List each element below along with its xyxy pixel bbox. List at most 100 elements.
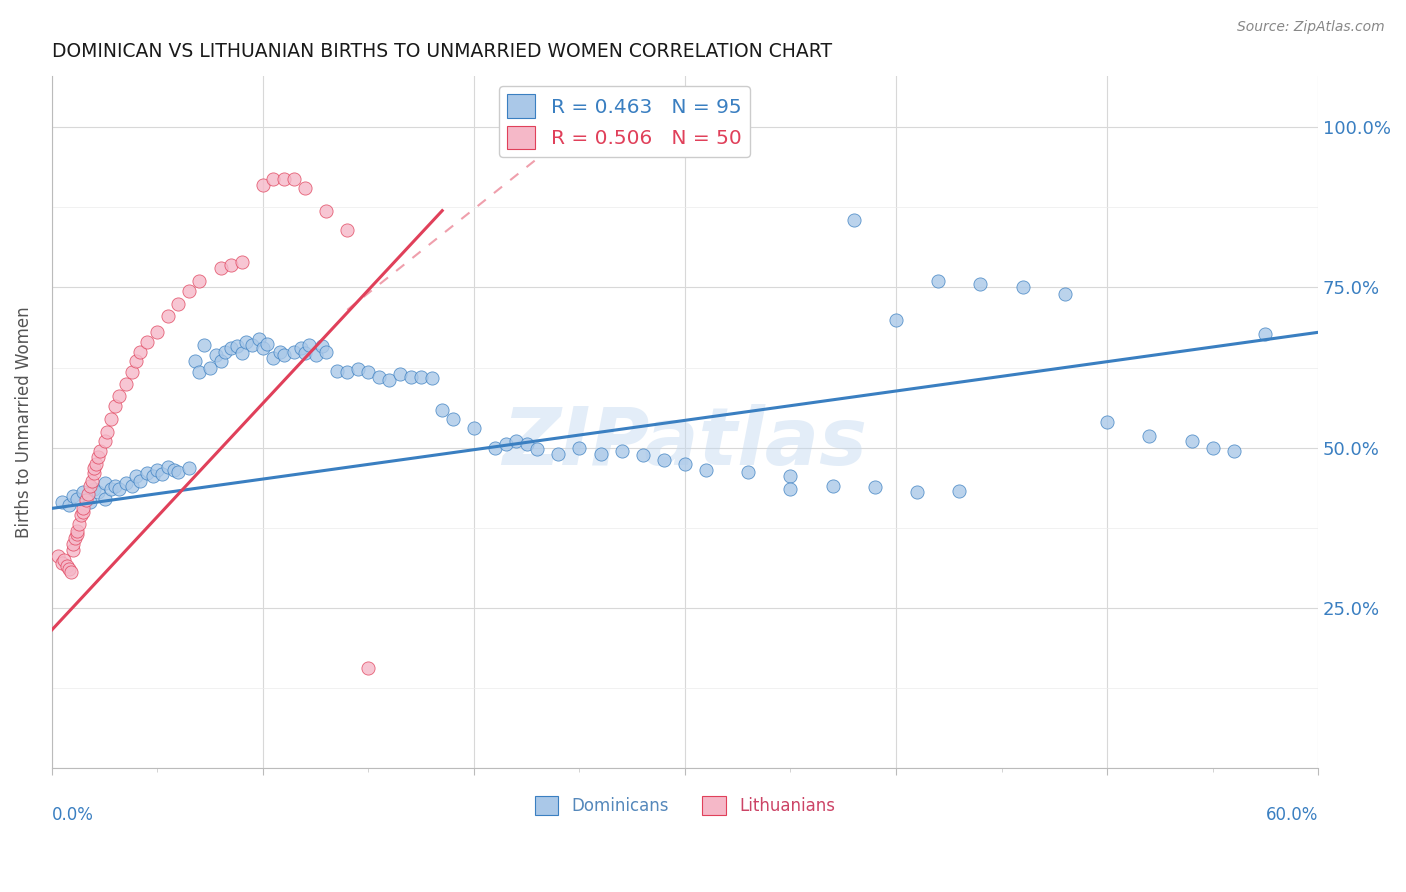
Point [505,434,527,449]
Point [673,457,696,471]
Point [1095,415,1118,429]
Point [969,277,991,292]
Point [146,463,169,477]
Point [67,517,90,532]
Point [121,479,143,493]
Point [83,482,105,496]
Point [129,344,152,359]
Point [526,442,548,456]
Point [87,485,110,500]
Point [315,344,337,359]
Point [83,466,105,480]
Point [70,508,93,522]
Point [484,441,506,455]
Point [58,498,80,512]
Point [46,549,69,564]
Point [114,475,136,490]
Point [516,437,538,451]
Point [1222,443,1244,458]
Point [167,296,190,310]
Point [108,482,131,496]
Point [226,339,249,353]
Point [240,338,263,352]
Point [1180,434,1202,449]
Point [842,213,865,227]
Point [219,341,242,355]
Point [58,562,80,576]
Point [388,367,411,381]
Point [262,171,284,186]
Point [51,495,73,509]
Point [125,469,148,483]
Point [104,479,127,493]
Point [79,495,101,509]
Point [495,437,517,451]
Point [66,527,89,541]
Point [198,360,221,375]
Point [399,370,422,384]
Point [283,344,305,359]
Point [589,447,612,461]
Point [411,370,433,384]
Point [167,465,190,479]
Point [62,489,84,503]
Text: 60.0%: 60.0% [1265,805,1319,823]
Point [66,524,89,538]
Point [1137,429,1160,443]
Point [108,389,131,403]
Point [150,467,173,482]
Point [695,463,717,477]
Point [79,479,101,493]
Point [100,482,122,496]
Point [357,661,380,675]
Point [367,370,389,384]
Text: DOMINICAN VS LITHUANIAN BIRTHS TO UNMARRIED WOMEN CORRELATION CHART: DOMINICAN VS LITHUANIAN BIRTHS TO UNMARR… [52,42,832,61]
Point [378,373,401,387]
Point [96,425,118,439]
Point [114,376,136,391]
Point [568,441,591,455]
Point [273,171,295,186]
Point [188,274,211,288]
Point [55,559,77,574]
Point [737,465,759,479]
Point [863,480,886,494]
Point [779,469,801,483]
Point [463,421,485,435]
Point [283,171,305,186]
Point [100,411,122,425]
Point [294,181,316,195]
Point [142,469,165,483]
Point [357,365,380,379]
Text: 0.0%: 0.0% [52,805,94,823]
Point [420,371,443,385]
Point [72,505,94,519]
Point [311,339,333,353]
Point [193,338,215,352]
Point [821,479,844,493]
Point [135,466,157,480]
Point [104,399,127,413]
Point [184,354,207,368]
Point [209,354,232,368]
Point [135,334,157,349]
Point [927,274,949,288]
Point [72,485,94,500]
Point [63,532,86,546]
Point [336,223,359,237]
Point [219,258,242,272]
Point [231,255,253,269]
Point [163,463,186,477]
Point [273,348,295,362]
Point [269,344,291,359]
Point [156,310,179,324]
Point [432,403,454,417]
Point [346,362,368,376]
Point [177,461,200,475]
Point [146,326,169,340]
Point [252,341,274,355]
Point [214,344,236,359]
Point [62,536,84,550]
Text: ZIPatlas: ZIPatlas [502,404,868,482]
Text: Source: ZipAtlas.com: Source: ZipAtlas.com [1237,20,1385,34]
